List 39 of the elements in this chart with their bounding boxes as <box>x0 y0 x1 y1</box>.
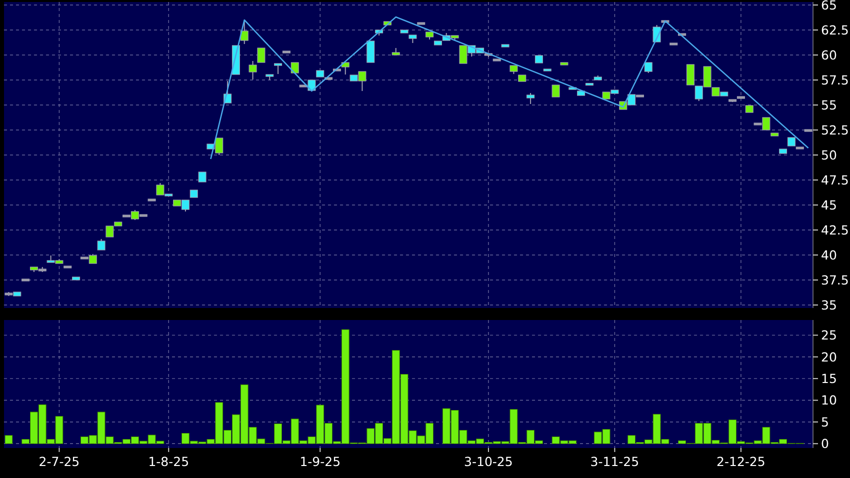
x-tick-label: 3-11-25 <box>590 454 640 469</box>
y-tick-label: 55 <box>821 97 837 112</box>
y-tick-label: 25 <box>821 328 837 343</box>
x-tick-label: 1-9-25 <box>300 454 341 469</box>
candlestick <box>240 20 248 44</box>
y-tick-label: 57.5 <box>821 72 849 88</box>
y-tick-label: 62.5 <box>821 22 849 38</box>
y-tick-label: 37.5 <box>821 272 849 288</box>
x-tick-label: 2-12-25 <box>716 454 766 469</box>
candlestick <box>97 238 106 250</box>
y-tick-label: 60 <box>821 47 837 62</box>
candlestick <box>552 84 560 98</box>
x-tick-label: 1-8-25 <box>148 454 190 469</box>
y-tick-label: 5 <box>821 414 829 430</box>
bar <box>4 435 13 444</box>
line-series <box>210 16 809 160</box>
y-tick-label: 65 <box>821 0 837 12</box>
candlestick <box>257 48 266 63</box>
candlestick <box>686 64 694 86</box>
y-tick-label: 52.5 <box>821 122 849 138</box>
y-tick-label: 20 <box>821 349 837 364</box>
y-tick-label: 45 <box>821 197 837 212</box>
y-tick-label: 0 <box>821 436 829 452</box>
y-tick-label: 10 <box>821 392 837 408</box>
y-tick-label: 40 <box>821 247 837 262</box>
y-tick-label: 50 <box>821 147 837 162</box>
candlestick <box>198 172 206 182</box>
x-tick-label: 2-7-25 <box>38 454 80 469</box>
y-tick-label: 15 <box>821 370 837 386</box>
x-tick-label: 3-10-25 <box>464 454 513 469</box>
y-tick-label: 35 <box>821 297 837 312</box>
candlestick <box>644 62 652 74</box>
y-tick-label: 47.5 <box>821 172 849 188</box>
candlestick <box>248 60 257 80</box>
candlestick <box>274 63 282 74</box>
candlestick <box>366 40 375 63</box>
candlestick <box>341 62 350 75</box>
y-tick-label: 42.5 <box>821 222 849 238</box>
candlestick <box>526 92 535 104</box>
